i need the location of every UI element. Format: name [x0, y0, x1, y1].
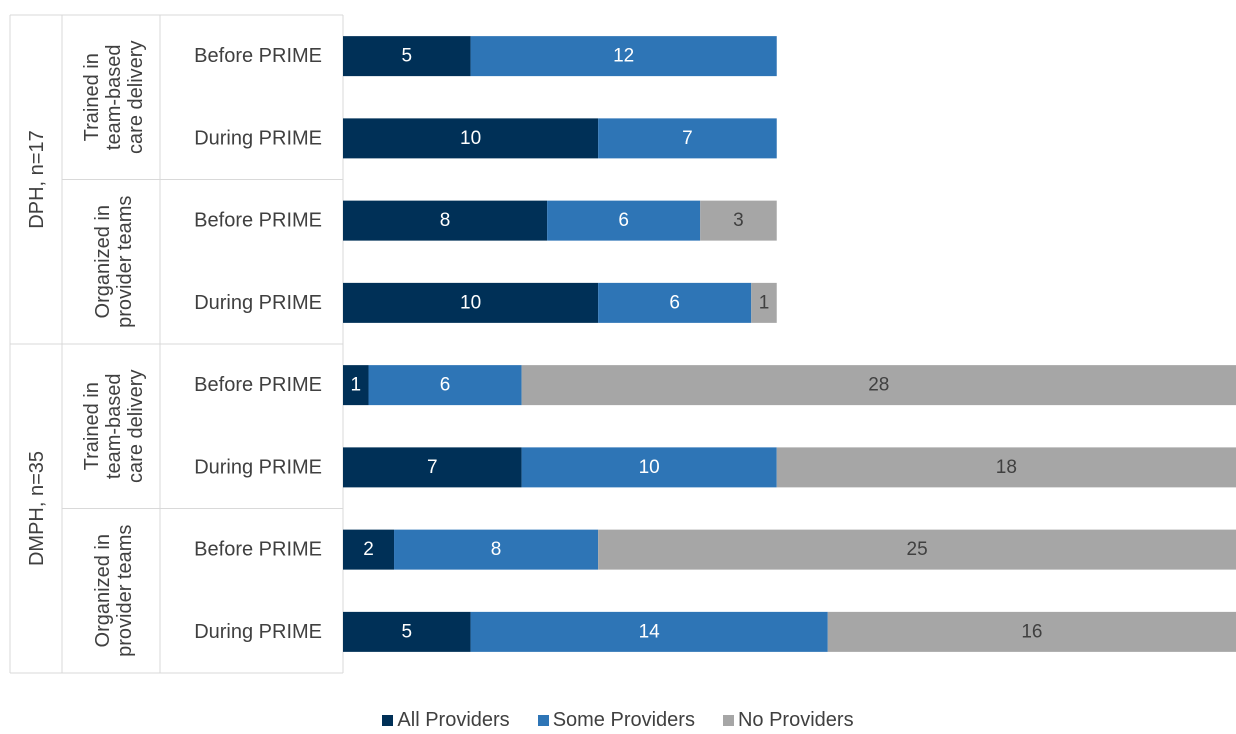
- legend-swatch: [537, 714, 549, 726]
- bar-segment: [368, 365, 522, 406]
- subgroup-label: Trained inteam-basedcare delivery: [81, 41, 147, 154]
- data-label: 5: [401, 621, 412, 642]
- data-label: 25: [907, 539, 928, 560]
- data-label: 1: [759, 292, 770, 313]
- data-label: 6: [440, 375, 451, 396]
- category-label: During PRIME: [194, 127, 322, 149]
- stacked-bar-chart: DPH, n=17 DMPH, n=35 Trained inteam-basedc…: [9, 14, 1236, 674]
- data-label: 6: [669, 292, 680, 313]
- category-label: During PRIME: [194, 292, 322, 314]
- subgroup-label: Organized inprovider teams: [92, 196, 136, 328]
- bar-segment: [700, 200, 777, 241]
- data-label: 10: [460, 292, 481, 313]
- category-label: Before PRIME: [194, 374, 322, 396]
- subgroup-label: Organized inprovider teams: [92, 525, 136, 657]
- bar-segment: [343, 200, 548, 241]
- bar-segment: [547, 200, 701, 241]
- data-label: 1: [350, 375, 361, 396]
- data-label: 28: [868, 375, 889, 396]
- category-label: During PRIME: [194, 456, 322, 478]
- legend-swatch: [722, 714, 734, 726]
- bar-segment: [598, 529, 1236, 570]
- legend-item: No Providers: [722, 708, 854, 732]
- legend-swatch: [382, 714, 394, 726]
- bar-segment: [343, 529, 395, 570]
- data-label: 8: [491, 539, 502, 560]
- bar-segment: [343, 447, 522, 488]
- bar-segment: [343, 365, 369, 406]
- bar-segment: [470, 36, 777, 77]
- data-label: 7: [682, 128, 693, 149]
- category-label: Before PRIME: [194, 210, 322, 232]
- data-label: 10: [639, 457, 660, 478]
- legend-label: All Providers: [397, 708, 510, 731]
- bar-segment: [343, 282, 599, 323]
- bar-segment: [470, 611, 828, 652]
- group-label: DPH, n=17: [26, 130, 48, 228]
- category-label: Before PRIME: [194, 539, 322, 561]
- data-label: 7: [427, 457, 438, 478]
- bar-segment: [394, 529, 599, 570]
- bar-segment: [343, 118, 599, 159]
- category-label: Before PRIME: [194, 45, 322, 67]
- group-label: DMPH, n=35: [26, 451, 48, 566]
- data-label: 3: [733, 210, 744, 231]
- data-label: 2: [363, 539, 374, 560]
- bar-segment: [343, 611, 471, 652]
- legend-item: Some Providers: [537, 708, 695, 732]
- data-label: 8: [440, 210, 451, 231]
- data-label: 10: [460, 128, 481, 149]
- bar-segment: [751, 282, 777, 323]
- data-label: 14: [639, 621, 661, 642]
- bar-segment: [827, 611, 1236, 652]
- bar-segment: [521, 365, 1236, 406]
- bar-segment: [776, 447, 1236, 488]
- legend-label: No Providers: [737, 708, 854, 731]
- bar-segment: [598, 282, 752, 323]
- data-label: 5: [401, 46, 412, 67]
- legend: All Providers Some Providers No Providers: [0, 706, 1236, 734]
- bar-segment: [598, 118, 777, 159]
- bar-segment: [521, 447, 777, 488]
- data-label: 18: [996, 457, 1017, 478]
- data-label: 6: [618, 210, 629, 231]
- legend-item: All Providers: [382, 708, 510, 732]
- data-label: 16: [1021, 621, 1042, 642]
- category-label: During PRIME: [194, 621, 322, 643]
- bar-segment: [343, 36, 471, 77]
- subgroup-label: Trained inteam-basedcare delivery: [81, 370, 147, 483]
- legend-label: Some Providers: [552, 708, 695, 731]
- data-label: 12: [613, 46, 634, 67]
